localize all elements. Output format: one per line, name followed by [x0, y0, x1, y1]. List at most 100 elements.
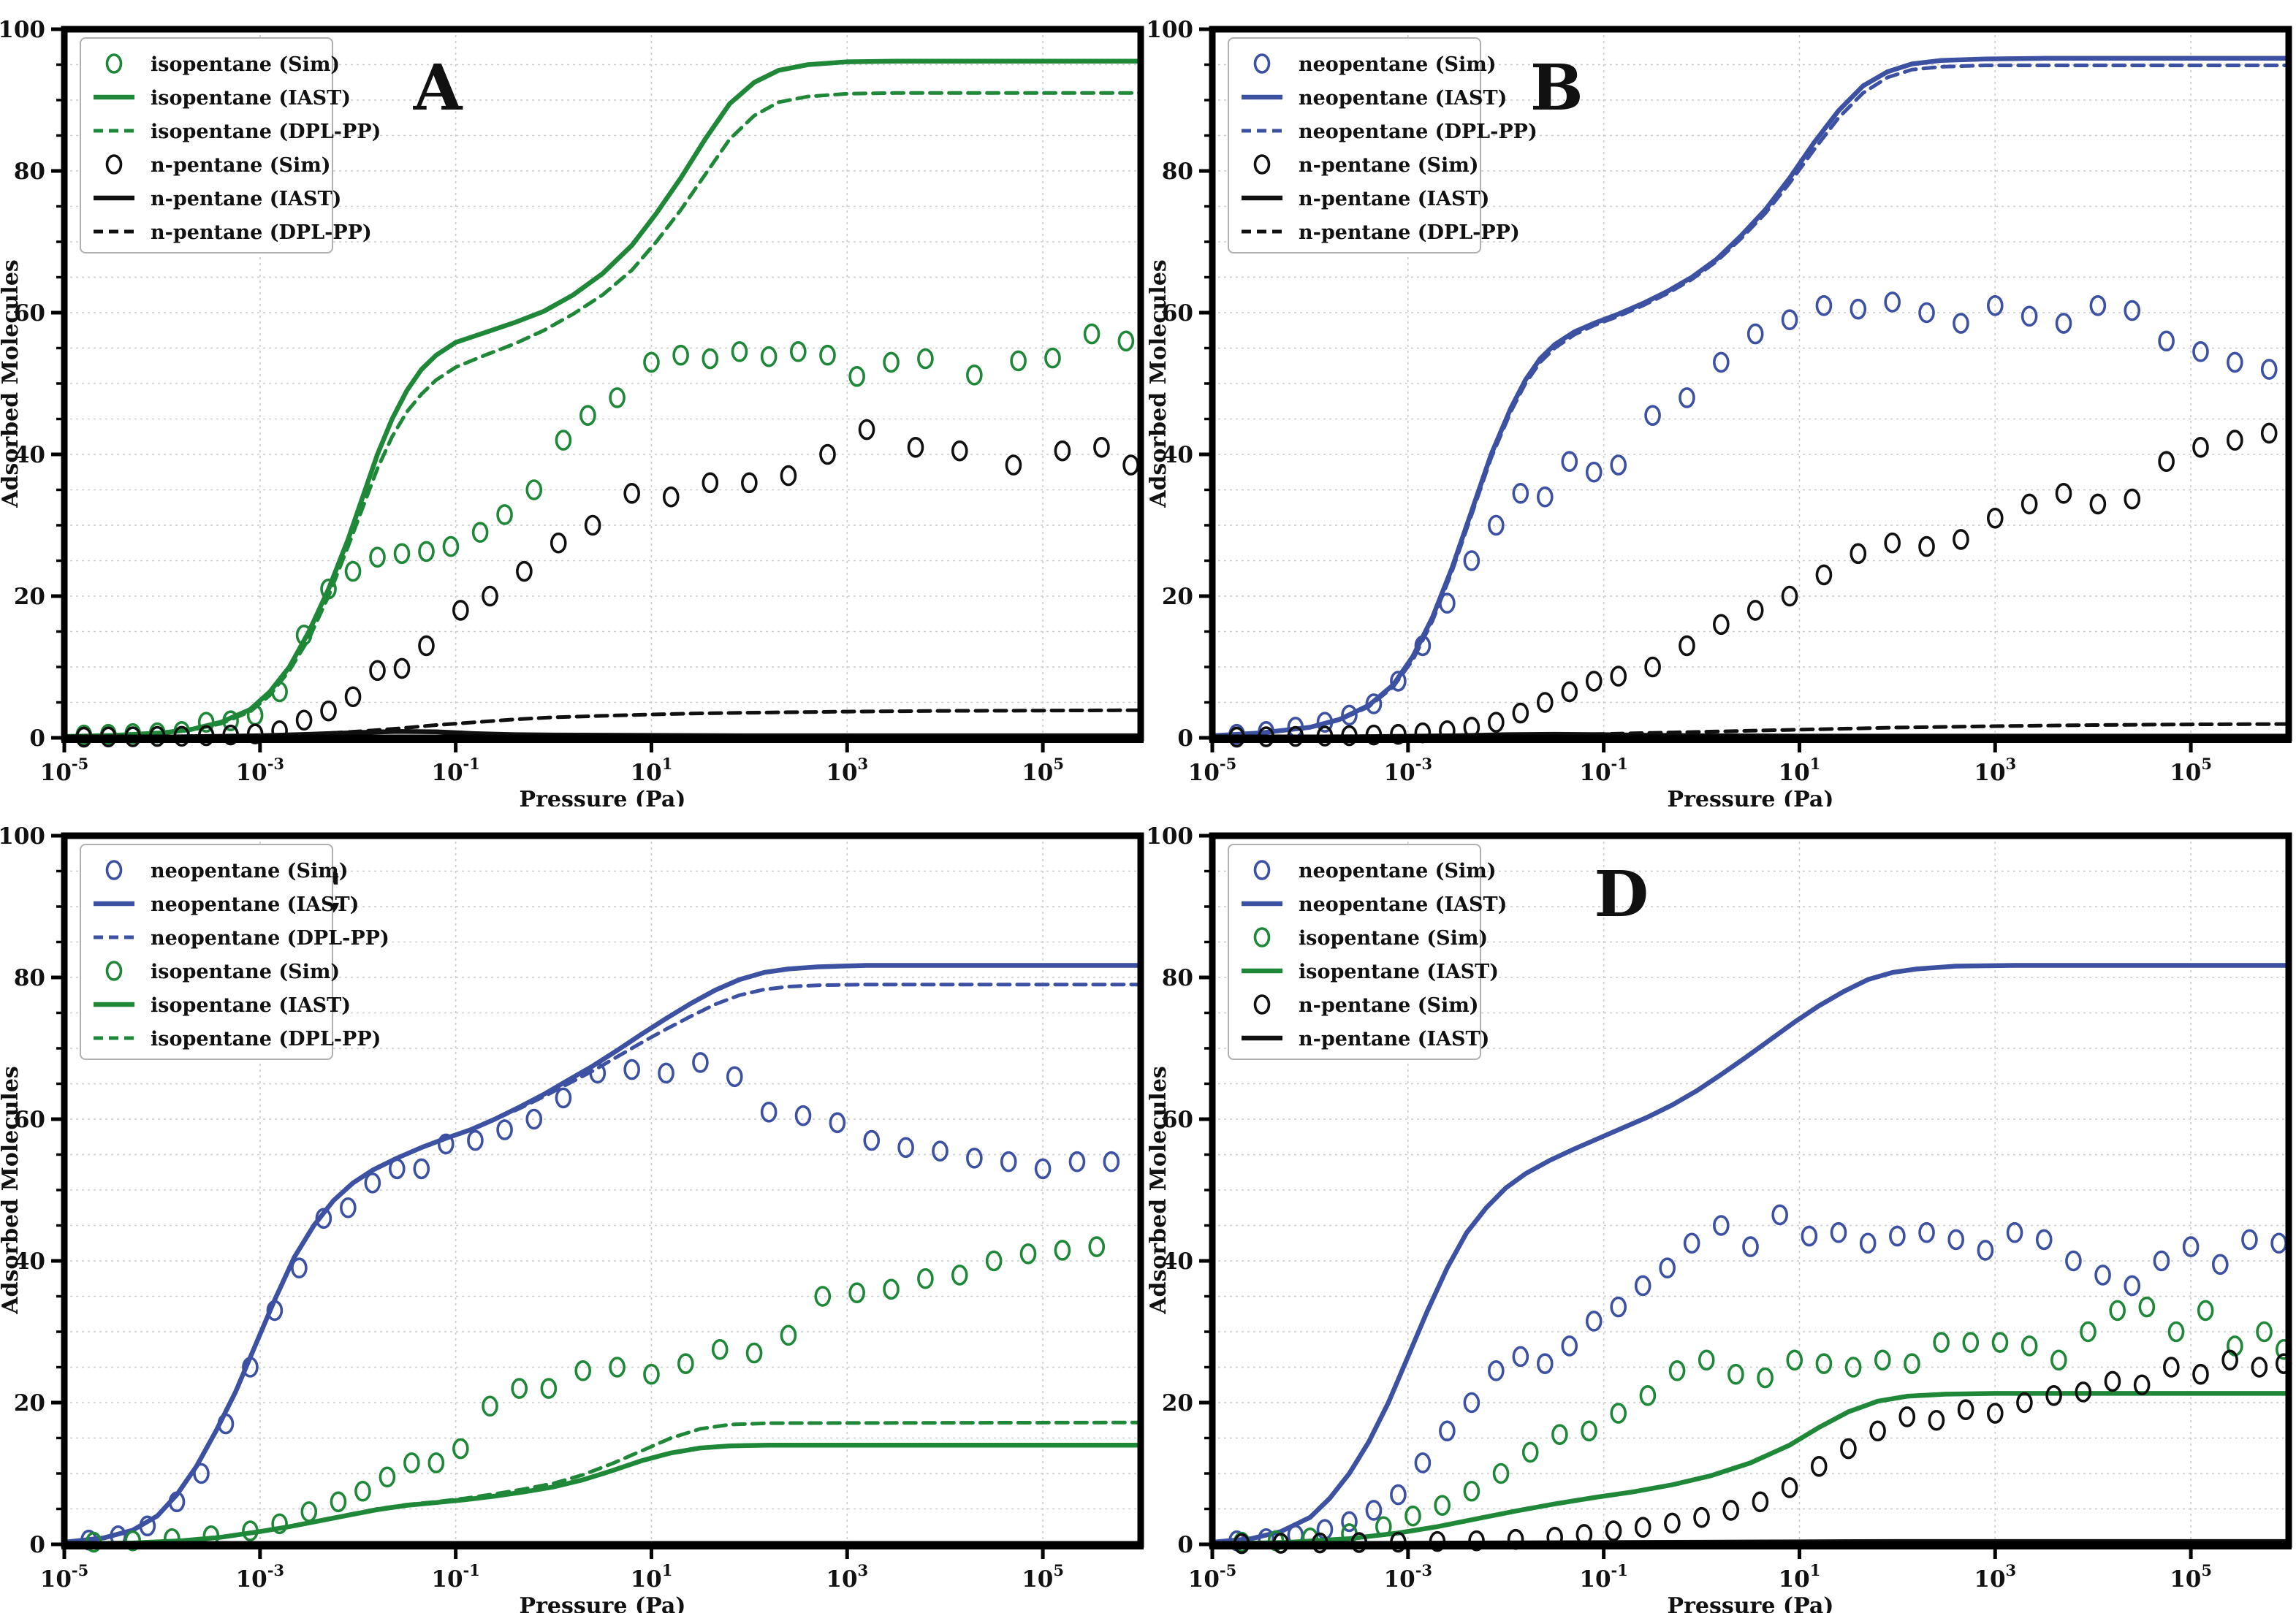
data-point	[393, 657, 411, 679]
data-point	[1918, 535, 1935, 557]
data-point	[814, 1286, 832, 1307]
data-point	[2021, 493, 2038, 515]
data-point	[1639, 1384, 1657, 1406]
data-point	[2080, 1321, 2097, 1343]
data-point	[966, 1148, 983, 1169]
y-tick-label: 0	[1177, 1532, 1193, 1558]
y-tick-label: 20	[14, 584, 45, 610]
data-point	[471, 522, 489, 544]
legend: neopentane (Sim) neopentane (IAST) isopent…	[1228, 844, 1507, 1060]
data-point	[819, 344, 836, 366]
data-point	[1404, 1505, 1421, 1527]
data-point	[726, 1066, 743, 1088]
data-point	[1561, 451, 1578, 473]
data-point	[340, 1197, 357, 1219]
data-point	[2124, 1275, 2141, 1297]
legend-marker-circle	[1253, 927, 1271, 947]
y-tick-label: 80	[1162, 159, 1193, 185]
data-point	[2211, 1254, 2229, 1275]
data-point	[2055, 313, 2072, 334]
data-point	[550, 532, 567, 554]
x-tick-label: 10-3	[1384, 755, 1432, 786]
data-point	[1365, 1500, 1383, 1521]
data-point	[584, 514, 601, 536]
data-line	[62, 983, 1143, 1544]
legend-label: neopentane (Sim)	[151, 860, 349, 882]
data-point	[1659, 1257, 1676, 1279]
data-point	[1463, 1392, 1480, 1414]
legend-label: isopentane (Sim)	[151, 53, 340, 76]
data-point	[525, 479, 543, 500]
legend-label: n-pentane (Sim)	[1299, 994, 1479, 1017]
data-point	[1869, 1420, 1886, 1442]
panel-d: 10-5 10-3 10-1 101 103 105 0 20 40 60 80 100 Pressur…	[1148, 806, 2296, 1613]
data-point	[437, 1133, 455, 1155]
y-tick-label: 80	[14, 159, 45, 185]
series-isopentane-iast-	[1209, 1391, 2292, 1547]
data-point	[1634, 1275, 1651, 1297]
legend-label: neopentane (IAST)	[151, 893, 359, 916]
series-neopentane-sim-	[1228, 291, 2278, 745]
data-point	[1815, 1353, 1833, 1374]
x-tick-label: 103	[1974, 755, 2016, 786]
data-point	[295, 709, 313, 731]
data-point	[2124, 300, 2141, 321]
data-point	[1746, 323, 1764, 345]
y-tick-label: 80	[14, 965, 45, 991]
data-point	[482, 585, 498, 607]
data-point	[819, 443, 836, 465]
legend-marker-circle	[105, 860, 123, 880]
data-point	[1605, 1520, 1622, 1541]
y-tick-label: 60	[14, 1107, 45, 1133]
data-point	[692, 1052, 709, 1073]
data-point	[2133, 1374, 2151, 1396]
legend: neopentane (Sim) neopentane (IAST) neopent…	[80, 844, 389, 1060]
data-point	[2241, 1229, 2258, 1251]
data-point	[1904, 1353, 1920, 1374]
x-tick-label: 10-1	[1579, 1561, 1627, 1593]
data-point	[1898, 1406, 1916, 1427]
y-axis-title: Adsorbed Molecules	[1148, 1066, 1171, 1315]
legend-label: isopentane (DPL-PP)	[151, 121, 381, 143]
data-line	[1209, 1391, 2292, 1547]
x-tick-label: 103	[826, 1561, 868, 1593]
data-point	[609, 387, 626, 408]
data-point	[1713, 614, 1730, 636]
data-point	[2104, 1370, 2121, 1392]
data-point	[1962, 1332, 1980, 1353]
panel-a: 10-5 10-3 10-1 101 103 105 0 20 40 60 80 100 Pressur…	[0, 0, 1148, 806]
x-tick-label: 101	[631, 1561, 673, 1593]
gridlines	[64, 836, 1141, 1544]
x-tick-label: 105	[1022, 755, 1064, 786]
data-point	[731, 341, 748, 362]
data-point	[1610, 454, 1627, 476]
y-tick-label: 20	[14, 1390, 45, 1416]
y-tick-label: 100	[1148, 823, 1193, 850]
data-point	[2251, 1357, 2268, 1378]
series-neopentane-iast-	[1209, 963, 2292, 1545]
legend-label: neopentane (IAST)	[1299, 893, 1507, 916]
data-point	[1083, 323, 1101, 345]
y-tick-label: 60	[14, 300, 45, 327]
x-tick-label: 10-3	[1384, 1561, 1432, 1593]
y-tick-label: 20	[1162, 1390, 1193, 1416]
data-point	[1585, 671, 1603, 692]
y-tick-label: 80	[1162, 965, 1193, 991]
legend-label: n-pentane (IAST)	[151, 188, 341, 210]
data-point	[1874, 1349, 1891, 1371]
data-point	[2045, 1384, 2062, 1406]
gridlines	[1212, 836, 2289, 1544]
series-group	[61, 963, 1144, 1553]
data-point	[1679, 635, 1695, 657]
axis-ticks: 10-5 10-3 10-1 101 103 105 0 20 40 60 80 100	[0, 17, 1064, 786]
x-tick-label: 10-1	[1579, 755, 1627, 786]
x-tick-label: 10-3	[236, 755, 284, 786]
data-point	[1521, 1441, 1539, 1463]
y-axis-title: Adsorbed Molecules	[1148, 259, 1171, 508]
legend-label: isopentane (IAST)	[1299, 961, 1499, 983]
y-tick-label: 0	[29, 1532, 45, 1558]
data-point	[2192, 436, 2209, 458]
data-point	[427, 1452, 445, 1473]
data-point	[897, 1137, 914, 1159]
